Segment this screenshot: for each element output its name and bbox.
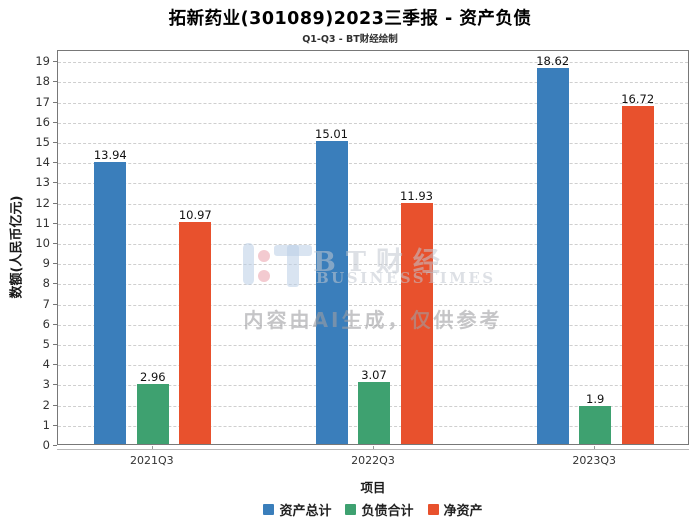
y-tick-mark: [53, 404, 57, 406]
y-tick-mark: [53, 162, 57, 164]
y-tick-mark: [53, 445, 57, 446]
y-tick-label-11: 11: [35, 215, 50, 230]
bar-value-label: 15.01: [315, 126, 348, 141]
y-tick-mark: [53, 202, 57, 204]
y-tick-mark: [53, 222, 57, 224]
bar-value-label: 18.62: [536, 53, 570, 68]
y-tick-label-5: 5: [42, 336, 50, 351]
y-tick-mark: [53, 303, 57, 305]
bar-value-label: 10.97: [178, 208, 212, 223]
x-tick-label-2021Q3: 2021Q3: [129, 454, 174, 467]
y-tick-label-6: 6: [42, 316, 50, 331]
chart-subtitle: Q1-Q3 - BT财经绘制: [302, 34, 398, 45]
gridline-y4: [58, 365, 688, 367]
y-tick-label-18: 18: [35, 74, 50, 89]
y-tick-label-13: 13: [35, 175, 50, 190]
y-tick-label-15: 15: [35, 134, 50, 149]
gridline-y9: [58, 264, 688, 266]
gridline-y19: [58, 62, 688, 64]
gridline-y17: [58, 102, 688, 104]
bar-净资产-2021Q3: [179, 222, 212, 444]
bar-资产总计-2022Q3: [315, 140, 348, 444]
y-tick-label-0: 0: [42, 438, 50, 452]
bar-value-label: 16.72: [621, 92, 655, 107]
legend-label: 净资产: [443, 504, 483, 519]
gridline-y8: [58, 284, 688, 286]
gridline-y13: [58, 183, 688, 185]
gridline-y5: [58, 344, 688, 346]
y-tick-mark: [53, 343, 57, 345]
y-tick-mark: [53, 81, 57, 83]
plot-area: 13.94 15.01 18.62 2.96 3.07 1.9 10.97 11.93 16.7…: [57, 50, 689, 445]
y-tick-mark: [53, 182, 57, 184]
gridline-y7: [58, 304, 688, 306]
bar-净资产-2023Q3: [621, 106, 654, 444]
y-tick-label-16: 16: [35, 114, 50, 129]
y-tick-label-3: 3: [42, 377, 50, 392]
y-tick-mark: [53, 263, 57, 265]
y-tick-mark: [53, 283, 57, 285]
x-axis-line: [57, 449, 689, 450]
x-tick-mark: [151, 446, 153, 450]
legend-label: 资产总计: [279, 504, 332, 519]
x-axis-title: 项目: [360, 480, 386, 495]
y-tick-label-2: 2: [42, 397, 50, 412]
x-tick-label-2023Q3: 2023Q3: [572, 454, 617, 467]
y-tick-label-19: 19: [35, 54, 50, 69]
bar-负债合计-2022Q3: [358, 381, 390, 444]
bar-资产总计-2021Q3: [94, 162, 127, 444]
chart-title: 拓新药业(301089)2023三季报 - 资产负债: [168, 9, 532, 29]
legend-item-1: 资产总计: [263, 500, 331, 519]
legend-swatch-icon: [263, 504, 275, 515]
gridline-y6: [58, 324, 688, 326]
gridline-y12: [58, 203, 688, 205]
y-tick-label-17: 17: [35, 94, 50, 109]
y-tick-label-4: 4: [42, 357, 50, 372]
y-tick-label-14: 14: [35, 155, 50, 170]
gridline-y14: [58, 163, 688, 165]
bar-value-label: 3.07: [361, 367, 387, 382]
gridline-y18: [58, 82, 688, 84]
gridline-y16: [58, 122, 688, 124]
y-tick-mark: [53, 141, 57, 143]
legend-item-3: 净资产: [427, 500, 483, 519]
x-tick-label-2022Q3: 2022Q3: [351, 454, 395, 467]
legend: 资产总计 负债合计 净资产: [57, 500, 689, 519]
legend-item-2: 负债合计: [345, 500, 414, 519]
y-tick-mark: [53, 364, 57, 366]
bar-value-label: 1.9: [586, 391, 605, 406]
legend-swatch-icon: [345, 504, 357, 515]
gridline-y11: [58, 223, 688, 225]
legend-label: 负债合计: [361, 504, 414, 519]
bar-value-label: 11.93: [400, 188, 433, 203]
bar-value-label: 2.96: [139, 370, 166, 385]
y-tick-mark: [53, 384, 57, 386]
y-tick-mark: [53, 424, 57, 426]
y-tick-label-8: 8: [42, 276, 50, 291]
x-tick-mark: [594, 446, 596, 450]
bar-资产总计-2023Q3: [536, 67, 569, 444]
y-tick-mark: [53, 323, 57, 325]
x-tick-mark: [373, 446, 374, 450]
y-tick-label-9: 9: [42, 256, 50, 271]
y-tick-mark: [53, 61, 57, 63]
bar-负债合计-2021Q3: [136, 384, 169, 444]
bar-负债合计-2023Q3: [579, 405, 612, 444]
y-tick-mark: [53, 242, 57, 244]
y-tick-label-10: 10: [35, 235, 50, 250]
y-tick-label-12: 12: [35, 195, 50, 210]
bar-净资产-2022Q3: [400, 202, 433, 444]
y-tick-label-7: 7: [42, 296, 50, 311]
gridline-y15: [58, 142, 688, 144]
bar-value-label: 13.94: [93, 148, 127, 163]
y-tick-label-1: 1: [42, 417, 50, 432]
gridline-y10: [58, 243, 688, 245]
y-tick-mark: [53, 101, 57, 103]
y-tick-mark: [53, 121, 57, 123]
legend-swatch-icon: [427, 504, 439, 515]
